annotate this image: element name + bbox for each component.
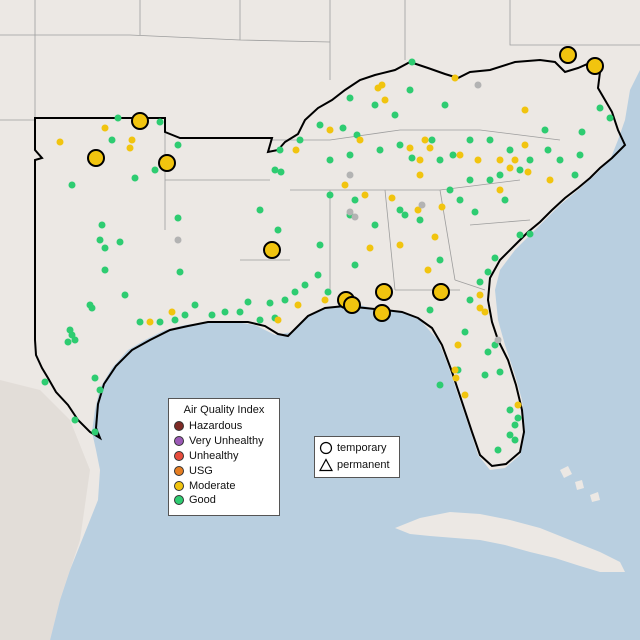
region-border bbox=[34, 58, 627, 468]
bahamas-landmass bbox=[560, 466, 600, 502]
state-lines bbox=[0, 0, 640, 295]
legend-item-temporary: temporary bbox=[315, 439, 399, 456]
legend-label: Unhealthy bbox=[189, 449, 239, 462]
legend-label: Moderate bbox=[189, 479, 236, 492]
temporary-moderate-stations bbox=[87, 46, 604, 322]
unknown-stations bbox=[174, 81, 502, 344]
unhealthy-swatch-icon bbox=[174, 450, 184, 461]
legend-item-very-unhealthy: Very Unhealthy bbox=[169, 434, 279, 449]
moderate-swatch-icon bbox=[174, 480, 184, 491]
legend-label: permanent bbox=[337, 458, 390, 471]
legend-item-usg: USG bbox=[169, 463, 279, 478]
legend-item-permanent: permanent bbox=[315, 456, 399, 473]
legend-label: Good bbox=[189, 494, 216, 507]
legend-item-moderate: Moderate bbox=[169, 478, 279, 493]
triangle-icon bbox=[319, 457, 333, 471]
good-swatch-icon bbox=[174, 495, 184, 506]
legend-label: temporary bbox=[337, 441, 387, 454]
legend-label: USG bbox=[189, 464, 213, 477]
circle-icon bbox=[319, 441, 333, 454]
legend-item-hazardous: Hazardous bbox=[169, 419, 279, 434]
legend-title: Air Quality Index bbox=[183, 404, 265, 416]
legend-item-unhealthy: Unhealthy bbox=[169, 449, 279, 464]
mexico-shade bbox=[0, 380, 90, 640]
cuba-landmass bbox=[395, 512, 625, 572]
station-type-legend: temporary permanent bbox=[314, 436, 400, 478]
aqi-legend: Air Quality Index Hazardous Very Unhealt… bbox=[168, 398, 280, 516]
hazardous-swatch-icon bbox=[174, 421, 184, 432]
usg-swatch-icon bbox=[174, 465, 184, 476]
moderate-stations bbox=[56, 74, 554, 409]
legend-label: Very Unhealthy bbox=[189, 435, 264, 448]
legend-item-good: Good bbox=[169, 493, 279, 508]
legend-label: Hazardous bbox=[189, 420, 243, 433]
very-unhealthy-swatch-icon bbox=[174, 436, 184, 447]
